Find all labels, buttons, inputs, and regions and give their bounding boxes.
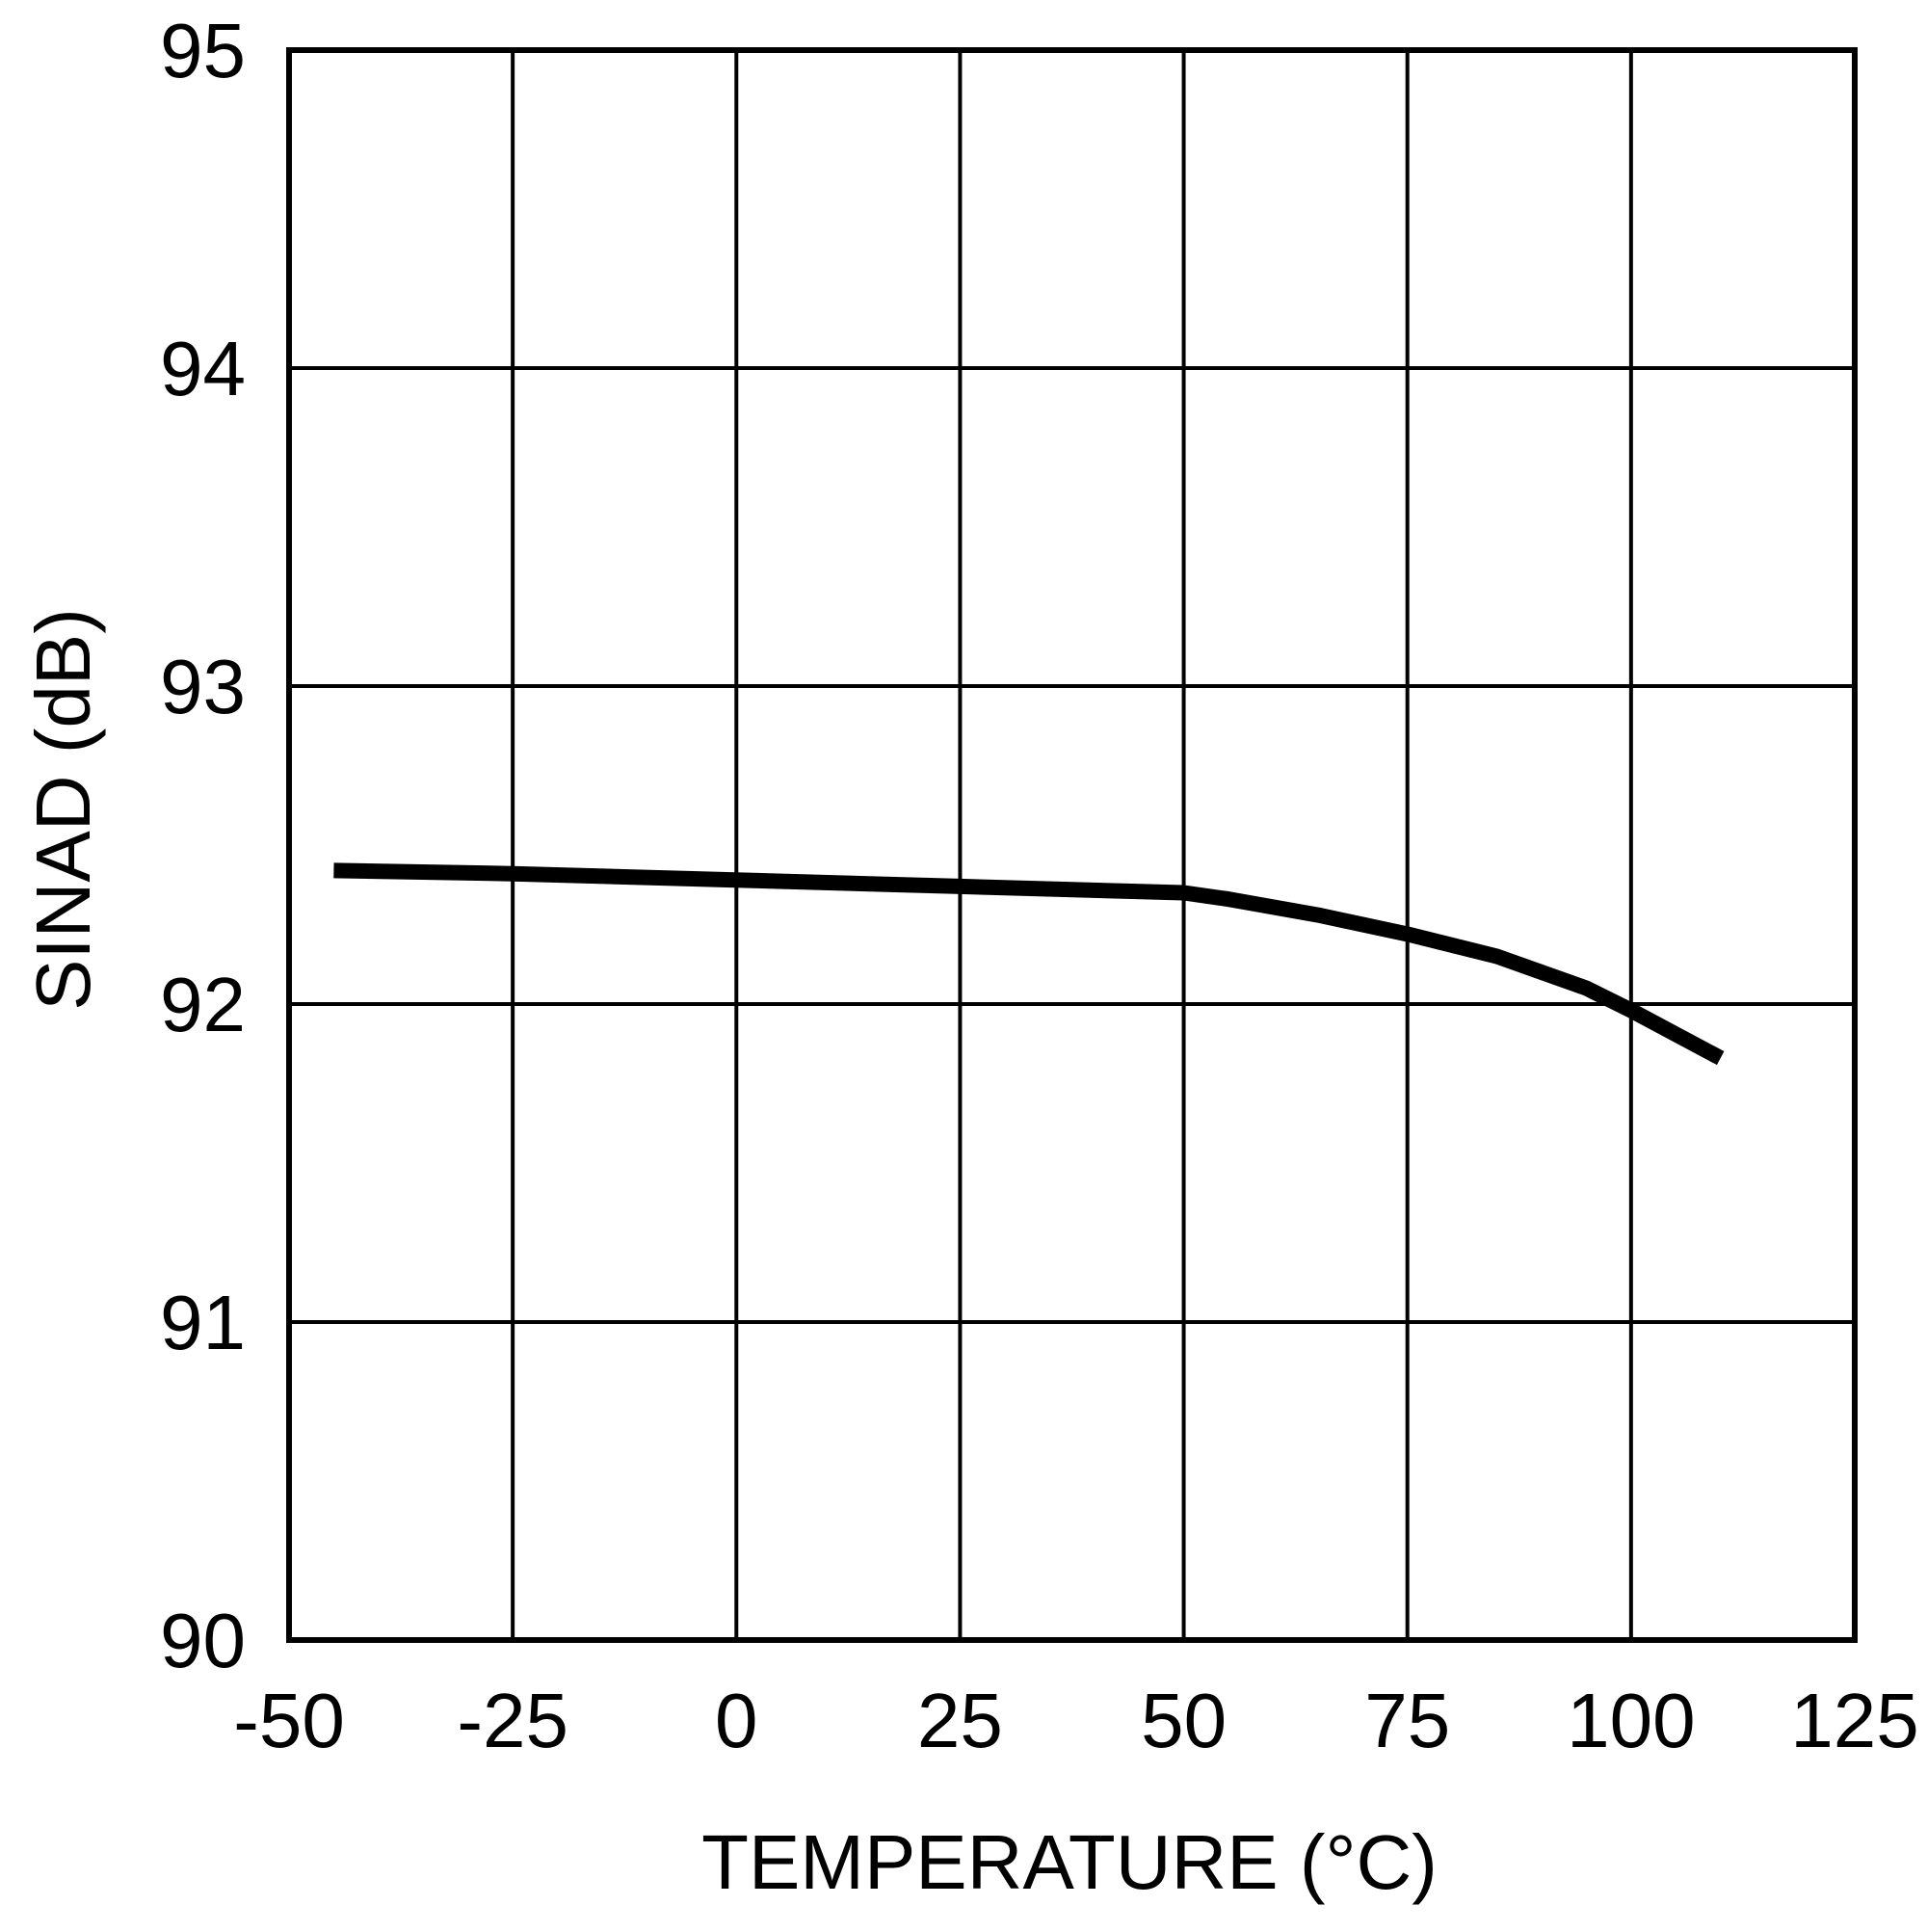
y-tick-labels: 90 91 92 93 94 95 (160, 8, 246, 1683)
x-tick-label: 50 (1141, 1678, 1227, 1763)
y-tick-label: 90 (160, 1598, 246, 1683)
x-tick-label: 75 (1364, 1678, 1450, 1763)
x-tick-label: 0 (715, 1678, 758, 1763)
y-tick-label: 95 (160, 8, 246, 93)
series-line (333, 862, 1725, 1066)
grid-layer (289, 50, 1855, 1640)
y-axis-title: SINAD (dB) (20, 608, 106, 1011)
y-tick-label: 92 (160, 962, 246, 1047)
x-tick-label: -50 (233, 1678, 345, 1763)
y-tick-label: 91 (160, 1280, 246, 1365)
plot-frame (286, 47, 1858, 1643)
frame-layer (286, 47, 1858, 1643)
x-tick-labels: -50 -25 0 25 50 75 100 125 (233, 1678, 1919, 1763)
x-tick-label: -25 (457, 1678, 568, 1763)
series-layer (333, 862, 1725, 1066)
x-tick-label: 25 (917, 1678, 1003, 1763)
y-tick-label: 93 (160, 644, 246, 729)
x-tick-label: 125 (1790, 1678, 1918, 1763)
x-axis-title: TEMPERATURE (°C) (701, 1819, 1438, 1905)
y-tick-label: 94 (160, 326, 246, 411)
x-tick-label: 100 (1567, 1678, 1695, 1763)
